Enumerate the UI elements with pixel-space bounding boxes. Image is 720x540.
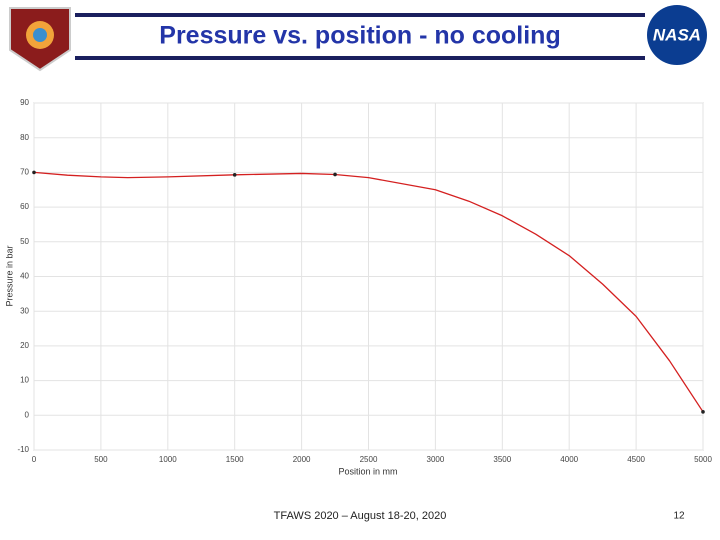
slide-title: Pressure vs. position - no cooling [159,22,560,50]
footer-text: TFAWS 2020 – August 18-20, 2020 [274,510,447,522]
data-point [232,173,237,177]
y-tick-label: 60 [20,202,29,211]
x-tick-label: 4000 [560,455,578,464]
page-number: 12 [673,511,685,522]
y-tick-label: 70 [20,168,29,177]
tfaws-logo [9,7,71,72]
x-tick-label: 1500 [226,455,244,464]
y-tick-label: 90 [20,98,29,107]
x-tick-label: 3500 [493,455,511,464]
data-point [32,170,36,175]
y-tick-label: 30 [20,306,29,315]
x-tick-label: 3000 [427,455,445,464]
x-tick-label: 5000 [694,455,712,464]
nasa-logo: NASA [647,5,707,65]
x-tick-label: 2500 [360,455,378,464]
y-axis-label: Pressure in bar [4,245,14,306]
x-tick-label: 0 [32,455,37,464]
logo-emblem [33,28,47,42]
y-tick-label: -10 [17,445,29,454]
x-tick-label: 500 [94,455,108,464]
line [33,171,704,413]
y-tick-label: 10 [20,376,29,385]
x-axis-label: Position in mm [338,466,397,476]
x-tick-label: 2000 [293,455,311,464]
logo-disc [647,5,707,65]
data-point [333,172,337,177]
y-tick-label: 20 [20,341,29,350]
y-tick-label: 50 [20,237,29,246]
y-tick-label: 40 [20,272,29,281]
data-point [701,410,705,414]
x-tick-label: 1000 [159,455,177,464]
y-tick-label: 0 [25,410,30,419]
logo-text: NASA [653,25,701,44]
y-tick-label: 80 [20,133,29,142]
x-tick-label: 4500 [627,455,645,464]
